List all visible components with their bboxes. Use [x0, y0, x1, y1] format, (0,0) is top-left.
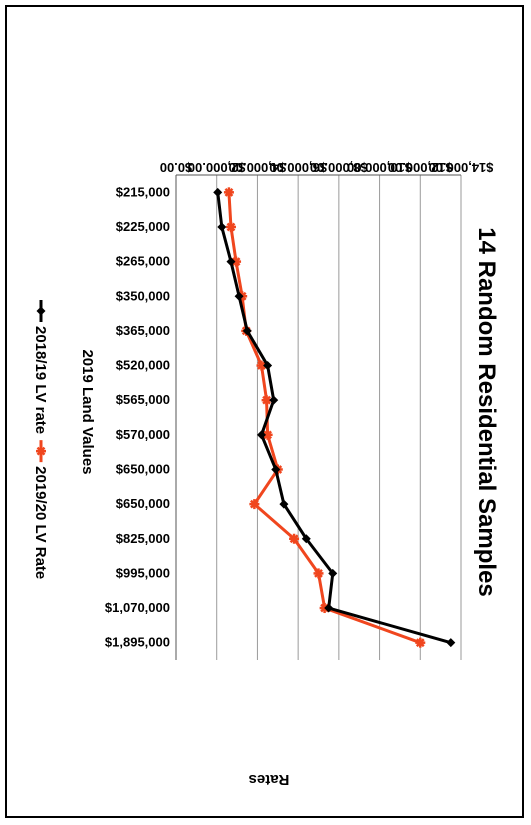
- x-tick-label: $565,000: [116, 392, 170, 407]
- y-tick-label: $6,000.00: [269, 160, 327, 175]
- data-point-star: [225, 221, 236, 232]
- y-tick-label: $14,000.00: [428, 160, 493, 175]
- data-point-diamond: [269, 395, 279, 405]
- data-point-star: [36, 446, 46, 457]
- x-tick-label: $215,000: [116, 184, 170, 199]
- legend: 2018/19 LV rate 2019/20 LV Rate: [32, 300, 49, 579]
- y-tick-label: $10,000.00: [347, 160, 412, 175]
- data-point-star: [313, 568, 324, 579]
- x-tick-label: $265,000: [116, 254, 170, 269]
- series-line: [216, 192, 452, 645]
- y-tick-label: $2,000.00: [188, 160, 246, 175]
- data-point-diamond: [36, 306, 46, 316]
- data-point-diamond: [271, 464, 281, 474]
- data-point-star: [415, 637, 426, 648]
- data-point-diamond: [263, 361, 273, 371]
- x-tick-label: $650,000: [116, 496, 170, 511]
- x-tick-label: $1,070,000: [105, 600, 170, 615]
- legend-label: 2018/19 LV rate: [32, 326, 49, 434]
- y-tick-label: $0.00: [160, 160, 193, 175]
- x-tick-label: $225,000: [116, 219, 170, 234]
- data-point-star: [261, 395, 272, 406]
- data-point-star: [289, 533, 300, 544]
- data-point-diamond: [234, 291, 244, 301]
- x-tick-label: $1,895,000: [105, 635, 170, 650]
- data-point-diamond: [257, 430, 266, 440]
- gridlines: [175, 174, 462, 660]
- x-tick-label: $350,000: [116, 288, 170, 303]
- data-point-diamond: [226, 257, 236, 267]
- data-point-diamond: [242, 326, 252, 336]
- data-point-diamond: [217, 222, 227, 232]
- y-tick-label: $4,000.00: [229, 160, 287, 175]
- x-axis-title: 2019 Land Values: [79, 349, 96, 474]
- data-point-diamond: [279, 499, 289, 509]
- legend-label: 2019/20 LV Rate: [32, 466, 49, 579]
- chart-title: 14 Random Residential Samples: [473, 227, 500, 596]
- chart-frame: [5, 5, 524, 818]
- x-tick-label: $365,000: [116, 323, 170, 338]
- data-point-diamond: [213, 187, 223, 197]
- y-tick-label: $12,000.00: [388, 160, 453, 175]
- y-axis-title: Rates: [249, 771, 290, 788]
- plot-area: [213, 187, 456, 648]
- data-point-star: [223, 187, 234, 198]
- data-point-star: [249, 499, 260, 510]
- data-point-diamond: [446, 638, 456, 648]
- y-axis-ticks: $0.00$2,000.00$4,000.00$6,000.00$8,000.0…: [160, 160, 494, 175]
- data-point-diamond: [328, 568, 338, 578]
- x-axis-ticks: $215,000 $225,000 $265,000 $350,000 $365,000…: [105, 184, 170, 649]
- x-tick-label: $570,000: [116, 427, 170, 442]
- x-tick-label: $995,000: [116, 565, 170, 580]
- x-tick-label: $825,000: [116, 531, 170, 546]
- x-tick-label: $520,000: [116, 358, 170, 373]
- y-tick-label: $8,000.00: [310, 160, 368, 175]
- x-tick-label: $650,000: [116, 461, 170, 476]
